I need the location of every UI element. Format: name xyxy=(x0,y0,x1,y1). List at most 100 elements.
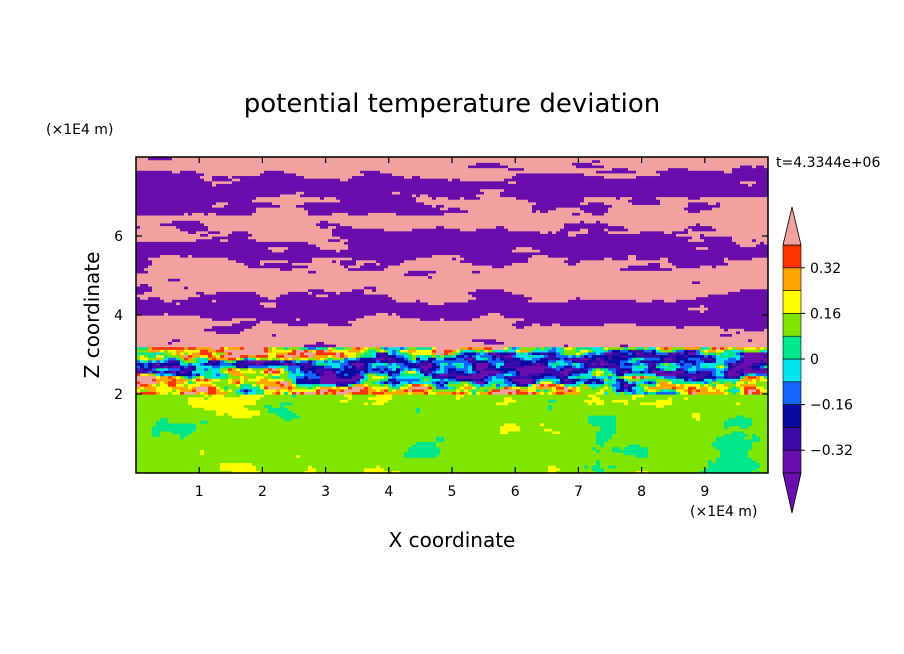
heatmap-cell xyxy=(348,433,353,437)
heatmap-cell xyxy=(508,417,513,421)
heatmap-cell xyxy=(432,412,437,416)
heatmap-cell xyxy=(512,451,517,456)
heatmap-cell xyxy=(456,451,461,456)
heatmap-cell xyxy=(480,430,485,435)
heatmap-cell xyxy=(428,425,433,429)
heatmap-cell xyxy=(308,404,313,408)
heatmap-cell xyxy=(612,436,617,440)
heatmap-cell xyxy=(260,409,265,414)
heatmap-cell xyxy=(736,417,741,421)
heatmap-cell xyxy=(696,454,701,458)
heatmap-cell xyxy=(564,430,569,435)
heatmap-cell xyxy=(536,459,541,464)
heatmap-cell xyxy=(380,409,385,414)
heatmap-cell xyxy=(668,430,673,435)
heatmap-cell xyxy=(228,428,233,432)
heatmap-cell xyxy=(188,420,193,424)
heatmap-cell xyxy=(140,454,145,458)
heatmap-cell xyxy=(168,438,173,442)
heatmap-cell xyxy=(652,459,657,464)
heatmap-cell xyxy=(648,470,653,473)
heatmap-cell xyxy=(696,462,701,466)
heatmap-cell xyxy=(720,409,725,414)
heatmap-cell xyxy=(204,459,209,464)
heatmap-cell xyxy=(356,425,361,429)
heatmap-cell xyxy=(700,417,705,421)
heatmap-cell xyxy=(488,441,493,445)
heatmap-cell xyxy=(432,457,437,461)
heatmap-cell xyxy=(364,459,369,464)
heatmap-cell xyxy=(444,470,449,473)
heatmap-cell xyxy=(760,444,765,448)
heatmap-cell xyxy=(648,412,653,416)
heatmap-cell xyxy=(732,415,737,419)
heatmap-cell xyxy=(460,404,465,408)
heatmap-cell xyxy=(588,454,593,458)
heatmap-cell xyxy=(452,444,457,448)
heatmap-cell xyxy=(412,457,417,461)
heatmap-cell xyxy=(444,422,449,427)
heatmap-cell xyxy=(756,422,761,427)
heatmap-cell xyxy=(356,454,361,458)
heatmap-cell xyxy=(612,465,617,469)
heatmap-cell xyxy=(640,470,645,473)
heatmap-cell xyxy=(532,470,537,473)
heatmap-cell xyxy=(528,428,533,432)
heatmap-cell xyxy=(380,425,385,429)
heatmap-cell xyxy=(508,407,513,411)
heatmap-cell xyxy=(288,415,293,419)
heatmap-cell xyxy=(188,404,193,408)
heatmap-cell xyxy=(440,451,445,456)
heatmap-cell xyxy=(208,446,213,450)
heatmap-cell xyxy=(212,415,217,419)
heatmap-cell xyxy=(668,438,673,442)
heatmap-cell xyxy=(668,422,673,427)
heatmap-cell xyxy=(444,449,449,453)
heatmap-cell xyxy=(412,441,417,445)
heatmap-cell xyxy=(240,422,245,427)
heatmap-cell xyxy=(756,436,761,440)
heatmap-cell xyxy=(664,449,669,453)
heatmap-cell xyxy=(532,401,537,406)
heatmap-cell xyxy=(500,428,505,432)
heatmap-cell xyxy=(204,467,209,471)
heatmap-cell xyxy=(616,451,621,456)
heatmap-cell xyxy=(192,441,197,445)
heatmap-cell xyxy=(268,459,273,464)
heatmap-cell xyxy=(760,428,765,432)
heatmap-cell xyxy=(716,465,721,469)
heatmap-cell xyxy=(600,401,605,406)
heatmap-cell xyxy=(232,446,237,450)
heatmap-cell xyxy=(492,404,497,408)
heatmap-cell xyxy=(388,399,393,403)
heatmap-cell xyxy=(652,433,657,437)
heatmap-cell xyxy=(592,428,597,432)
heatmap-cell xyxy=(144,412,149,416)
heatmap-cell xyxy=(428,446,433,450)
heatmap-cell xyxy=(492,433,497,437)
heatmap-cell xyxy=(248,430,253,435)
heatmap-cell xyxy=(644,462,649,466)
heatmap-cell xyxy=(584,401,589,406)
heatmap-cell xyxy=(380,454,385,458)
heatmap-cell xyxy=(224,401,229,406)
heatmap-cell xyxy=(736,446,741,450)
heatmap-cell xyxy=(356,465,361,469)
heatmap-cell xyxy=(276,399,281,403)
heatmap-cell xyxy=(652,425,657,429)
heatmap-cell xyxy=(468,420,473,424)
heatmap-cell xyxy=(324,451,329,456)
heatmap-cell xyxy=(156,430,161,435)
heatmap-cell xyxy=(560,404,565,408)
heatmap-cell xyxy=(396,451,401,456)
heatmap-cell xyxy=(668,407,673,411)
heatmap-cell xyxy=(220,412,225,416)
heatmap-cell xyxy=(520,451,525,456)
heatmap-cell xyxy=(724,457,729,461)
heatmap-cell xyxy=(268,467,273,471)
heatmap-cell xyxy=(628,420,633,424)
heatmap-cell xyxy=(600,441,605,445)
heatmap-cell xyxy=(168,430,173,435)
heatmap-cell xyxy=(512,438,517,442)
heatmap-cell xyxy=(320,444,325,448)
